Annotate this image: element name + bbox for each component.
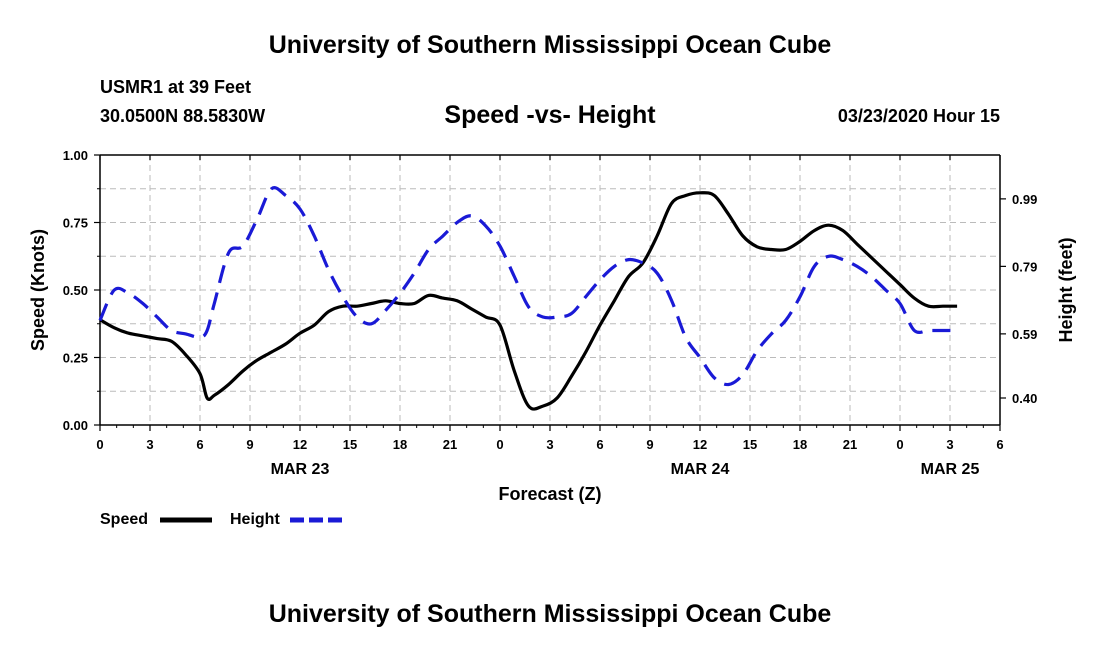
x-tick-label: 9 (646, 437, 653, 452)
x-tick-label: 6 (596, 437, 603, 452)
x-tick-label: 3 (546, 437, 553, 452)
datetime-label: 03/23/2020 Hour 15 (837, 106, 1000, 126)
chart-title: Speed -vs- Height (444, 101, 656, 129)
x-tick-label: 0 (96, 437, 103, 452)
page-title: University of Southern Mississippi Ocean… (268, 31, 832, 59)
x-tick-label: 0 (496, 437, 503, 452)
x-tick-label: 15 (743, 437, 757, 452)
x-tick-label: 6 (996, 437, 1003, 452)
x-tick-label: 0 (896, 437, 903, 452)
coordinates-label: 30.0500N 88.5830W (100, 106, 266, 126)
x-tick-label: 21 (443, 437, 457, 452)
speed-series-line (99, 191, 958, 411)
x-tick-label: 3 (946, 437, 953, 452)
legend-label-height: Height (230, 511, 280, 528)
axes (94, 154, 1006, 431)
legend-label-speed: Speed (100, 511, 148, 528)
x-tick-label: 9 (246, 437, 253, 452)
y-tick-label-left: 0.25 (63, 351, 88, 366)
y-tick-label-right: 0.59 (1012, 327, 1037, 342)
y-axis-title-left: Speed (Knots) (28, 229, 48, 351)
date-label: MAR 24 (671, 461, 730, 478)
y-tick-label-right: 0.99 (1012, 192, 1037, 207)
height-series-line (98, 186, 958, 387)
x-tick-label: 12 (293, 437, 307, 452)
series (98, 186, 958, 411)
axis-labels: 0 3 6 9 12 15 18 21 0 3 6 9 12 15 18 21 0 3 6 0.00 0.25 0.50 0… (28, 148, 1076, 504)
legend: Speed Height (100, 511, 342, 528)
y-tick-label-left: 1.00 (63, 148, 88, 163)
x-tick-label: 18 (793, 437, 807, 452)
x-tick-label: 6 (196, 437, 203, 452)
x-tick-label: 18 (393, 437, 407, 452)
x-tick-label: 15 (343, 437, 357, 452)
y-axis-title-right: Height (feet) (1056, 238, 1076, 343)
station-label: USMR1 at 39 Feet (100, 77, 252, 97)
y-tick-label-left: 0.00 (63, 418, 88, 433)
x-axis-title: Forecast (Z) (498, 484, 601, 504)
x-tick-label: 21 (843, 437, 857, 452)
y-tick-label-left: 0.50 (63, 283, 88, 298)
y-tick-label-right: 0.40 (1012, 391, 1037, 406)
y-tick-label-right: 0.79 (1012, 259, 1037, 274)
date-label: MAR 23 (271, 461, 330, 478)
date-label: MAR 25 (921, 461, 980, 478)
x-tick-label: 12 (693, 437, 707, 452)
x-tick-label: 3 (146, 437, 153, 452)
y-tick-label-left: 0.75 (63, 216, 88, 231)
footer-title: University of Southern Mississippi Ocean… (268, 600, 832, 628)
grid (100, 155, 1000, 425)
